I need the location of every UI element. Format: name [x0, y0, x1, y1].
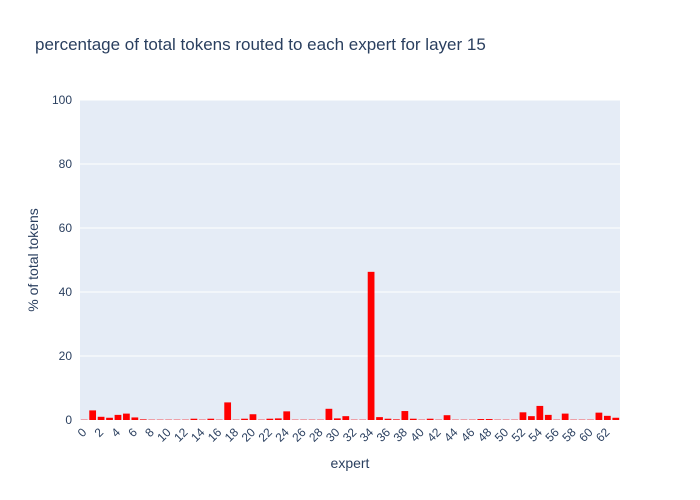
bar-expert-37 [393, 419, 400, 420]
y-tick-labels: 0 20 40 60 80 100 [52, 93, 72, 427]
bar-expert-48 [485, 419, 493, 420]
bar-expert-39 [409, 418, 417, 420]
bar-expert-4 [114, 414, 122, 420]
y-axis-title: % of total tokens [25, 208, 41, 312]
x-tick-labels: 0 2 4 6 810121416182022242628303234363840424… [75, 425, 613, 445]
bar-expert-15 [207, 418, 215, 420]
bar-expert-22 [266, 418, 274, 420]
bar-expert-7 [139, 419, 147, 420]
bar-expert-19 [241, 418, 248, 420]
bar-expert-35 [376, 417, 383, 420]
bar-expert-34 [367, 271, 375, 420]
bar-expert-3 [106, 417, 113, 420]
bar-expert-23 [274, 418, 282, 420]
bar-expert-17 [224, 402, 232, 420]
bar-expert-2 [97, 416, 105, 420]
bar-expert-41 [426, 418, 434, 420]
x-tick-label: 8 [142, 425, 157, 440]
bar-expert-38 [401, 411, 409, 420]
bar-expert-52 [519, 412, 527, 420]
bar-expert-29 [325, 408, 333, 420]
bar-expert-54 [536, 405, 544, 420]
x-axis-title: expert [331, 455, 370, 471]
y-tick-label: 20 [59, 349, 73, 363]
bar-expert-63 [612, 417, 620, 420]
bar-expert-5 [123, 413, 130, 420]
chart-title: percentage of total tokens routed to eac… [35, 35, 486, 54]
bar-expert-20 [249, 414, 257, 420]
bar-expert-24 [283, 411, 291, 420]
bar-expert-30 [333, 418, 341, 420]
bar-expert-57 [561, 413, 569, 420]
bar-expert-55 [544, 414, 552, 420]
bars [80, 271, 620, 420]
bar-expert-61 [595, 412, 603, 420]
y-tick-label: 0 [65, 413, 72, 427]
bar-expert-62 [603, 415, 611, 420]
bar-expert-31 [342, 416, 350, 420]
bar-expert-43 [443, 415, 451, 420]
y-tick-label: 40 [59, 285, 73, 299]
bar-expert-47 [477, 419, 485, 420]
bar-expert-1 [89, 410, 97, 420]
x-tick-label: 0 [75, 425, 90, 440]
x-tick-label: 62 [593, 425, 613, 445]
bar-expert-36 [384, 418, 392, 420]
y-gridlines [80, 99, 620, 357]
x-tick-label: 2 [92, 425, 107, 440]
x-tick-label: 4 [108, 425, 123, 440]
bar-expert-6 [131, 417, 139, 420]
x-tick-label: 6 [125, 425, 140, 440]
y-tick-label: 80 [59, 157, 73, 171]
y-tick-label: 60 [59, 221, 73, 235]
plot-area [80, 100, 620, 420]
bar-expert-53 [528, 416, 535, 420]
bar-expert-13 [190, 418, 198, 420]
y-tick-label: 100 [52, 93, 72, 107]
